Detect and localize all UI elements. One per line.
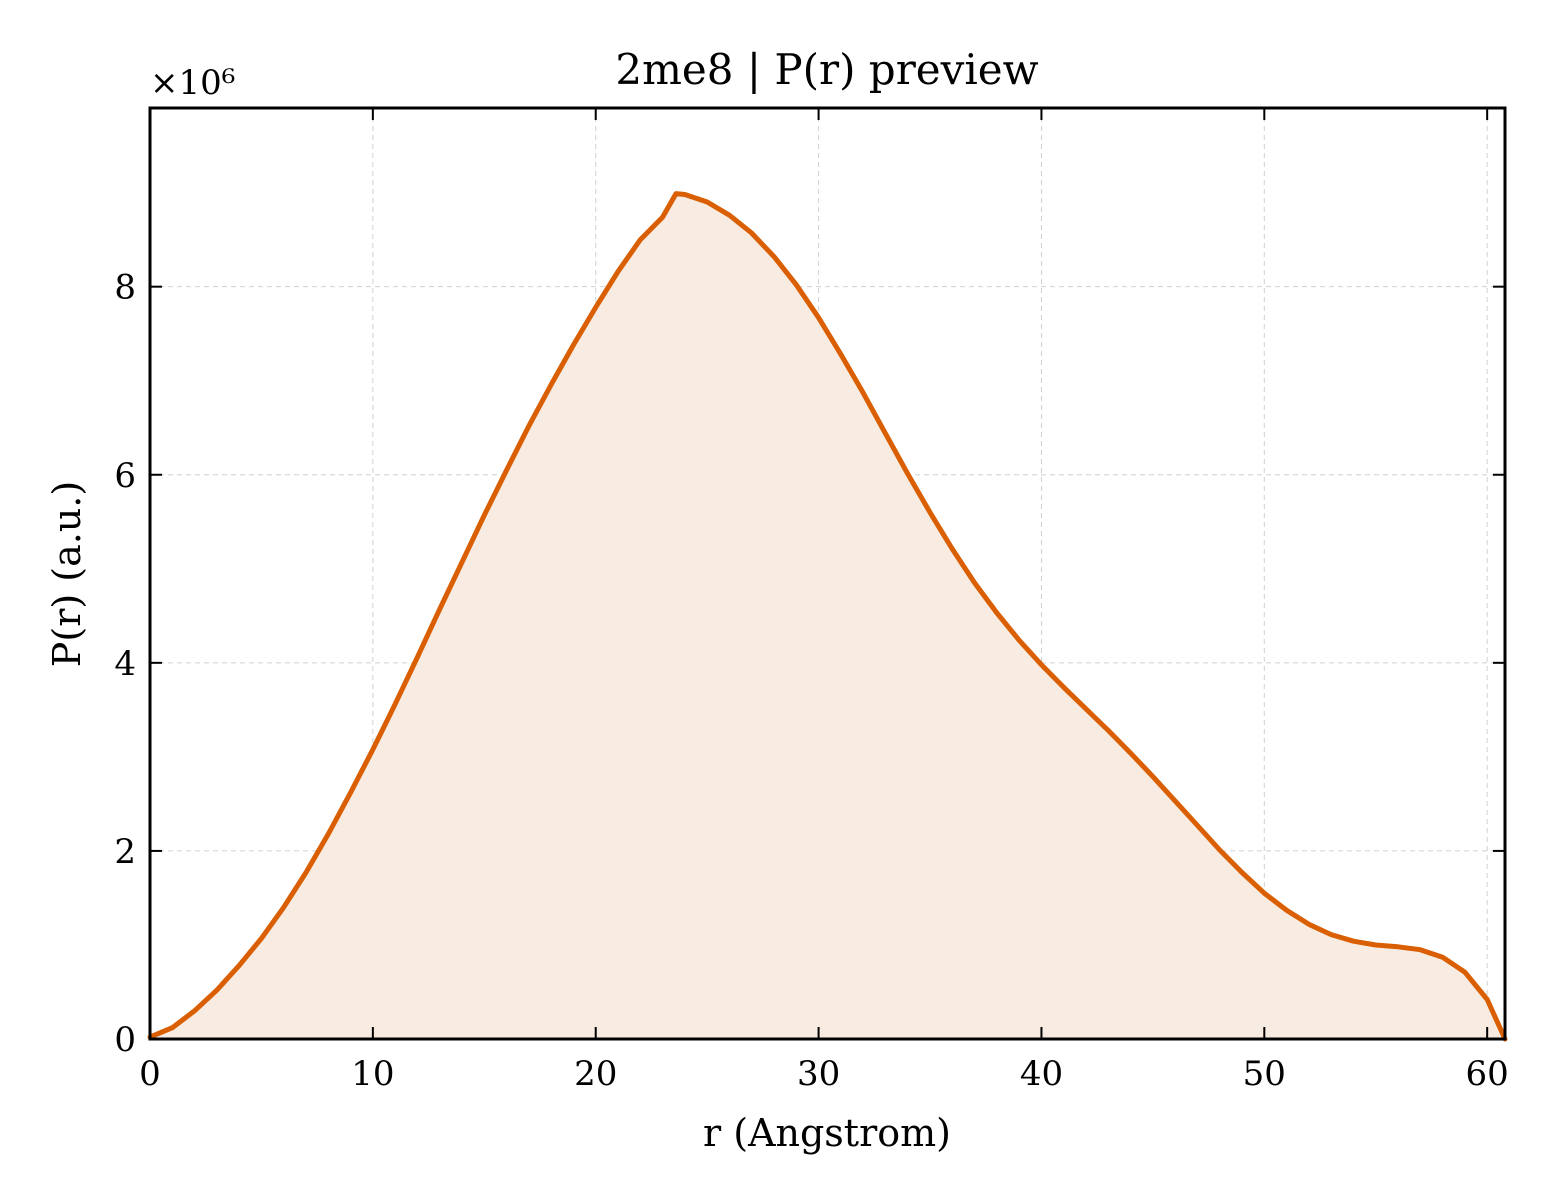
y-multiplier-label: ×10⁶ [150,63,235,103]
series-line [147,191,1508,1042]
x-tick-label: 10 [351,1054,394,1094]
y-axis-label: P(r) (a.u.) [45,481,89,667]
y-tick-label: 6 [114,456,136,496]
y-tick-label: 0 [114,1020,136,1060]
plot-frame [148,106,1507,1041]
x-tick-label: 0 [139,1054,161,1094]
y-tick-label: 2 [114,832,136,872]
x-tick-label: 20 [574,1054,617,1094]
x-tick-label: 40 [1020,1054,1063,1094]
axis-ticks [149,108,1505,1040]
x-tick-label: 50 [1243,1054,1286,1094]
x-tick-label: 60 [1466,1054,1509,1094]
x-tick-label: 30 [797,1054,840,1094]
area-fill [150,193,1505,1040]
tick-labels: 0 10 20 30 40 50 60 0 2 4 6 8 [114,268,1508,1094]
y-tick-label: 4 [114,644,136,684]
x-axis-label: r (Angstrom) [703,1111,951,1155]
y-tick-label: 8 [114,268,136,308]
chart-title: 2me8 | P(r) preview [615,45,1038,94]
